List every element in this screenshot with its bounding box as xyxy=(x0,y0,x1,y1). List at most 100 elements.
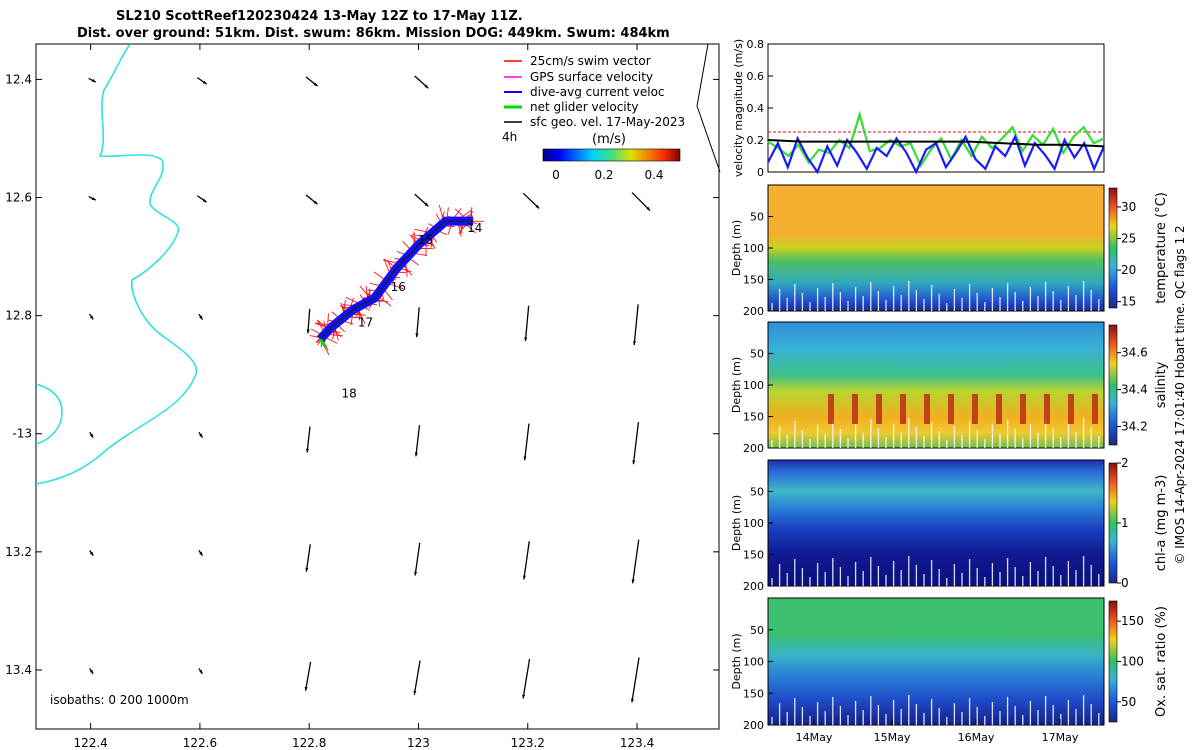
map-ytick-label: 13.2 xyxy=(5,545,32,559)
velocity-ytick-label: 0 xyxy=(757,166,764,179)
colorbar-tick-label: 25 xyxy=(1121,232,1136,246)
section-ylabel: Depth (m) xyxy=(730,220,743,276)
copyright-label: © IMOS 14-Apr-2024 17:01:40 Hobart time.… xyxy=(1173,225,1187,564)
surface-velocity-arrowhead xyxy=(305,448,310,453)
salinity-high-patch xyxy=(1068,394,1074,424)
glider-track xyxy=(309,205,484,356)
map-ytick-label: 13.4 xyxy=(5,663,32,677)
surface-velocity-arrow xyxy=(304,661,312,691)
velocity-ytick-label: 0.8 xyxy=(747,38,765,51)
map-xtick-label: 122.4 xyxy=(73,736,107,750)
speed-colorbar: 0 0.2 0.4 xyxy=(542,148,681,182)
section-field xyxy=(767,321,1105,449)
surface-velocity-arrowhead xyxy=(89,315,94,320)
velocity-frame xyxy=(767,43,1105,173)
section-ytick-label: 50 xyxy=(750,486,764,499)
surface-velocity-arrow xyxy=(523,541,530,580)
surface-velocity-arrowhead xyxy=(306,329,310,334)
colorbar-tick-label: 30 xyxy=(1121,200,1136,214)
map-x-ticks: 122.4 122.6 122.8 123 123.2 123.4 xyxy=(73,44,654,750)
surface-velocity-arrowhead xyxy=(89,433,94,438)
section-ylabel: Depth (m) xyxy=(730,633,743,689)
time-tick-label: 16May xyxy=(958,731,995,744)
section-colorbar xyxy=(1108,462,1118,584)
velocity-ytick-label: 0.6 xyxy=(747,70,765,83)
velocity-series-line xyxy=(767,139,1105,148)
velocity-ylabel: velocity magnitude (m/s) xyxy=(732,39,745,177)
surface-velocity-arrow xyxy=(415,424,421,457)
net-velocity-marker xyxy=(318,338,328,349)
colorbar-label: Ox. sat. ratio (%) xyxy=(1154,606,1169,717)
map-ytick-label: 12.4 xyxy=(5,72,32,86)
section-panel-4: 50 100 150 200 Depth (m) 50 100 150 Ox. sat. rat… xyxy=(730,597,1169,732)
surface-velocity-arrow xyxy=(631,192,651,211)
map-legend: 25cm/s swim vector GPS surface velocity … xyxy=(496,54,686,147)
colorbar-tick-0: 0 xyxy=(552,168,560,182)
chart-title-line2: Dist. over ground: 51km. Dist. swum: 86k… xyxy=(77,26,670,41)
map-ytick-label: 12.6 xyxy=(5,191,32,205)
isobath-label: isobaths: 0 200 1000m xyxy=(50,693,189,707)
surface-velocity-arrow xyxy=(414,542,421,576)
colorbar-tick-label: 50 xyxy=(1121,695,1136,709)
salinity-high-patch xyxy=(948,394,954,424)
surface-velocity-arrow xyxy=(632,421,640,465)
time-tick-label: 17May xyxy=(1042,731,1079,744)
surface-velocity-arrowhead xyxy=(524,337,528,342)
section-panel-3: 50 100 150 200 Depth (m) 0 1 2 chl-a (mg m-3) xyxy=(730,456,1169,593)
time-axis: 14May 15May 16May 17May xyxy=(796,719,1079,744)
surface-velocity-arrowhead xyxy=(199,315,203,320)
surface-velocity-arrow xyxy=(307,308,311,334)
salinity-high-patch xyxy=(1020,394,1026,424)
colorbar-tick-label: 20 xyxy=(1121,263,1136,277)
velocity-series xyxy=(767,110,1106,175)
salinity-high-patch xyxy=(828,394,834,424)
surface-velocity-arrowhead xyxy=(632,460,636,465)
surface-velocity-arrowhead xyxy=(632,341,637,346)
section-ytick-label: 200 xyxy=(743,442,764,455)
surface-velocity-arrowhead xyxy=(313,82,318,87)
colorbar-tick-label: 34.2 xyxy=(1121,420,1148,434)
velocity-panel: 0 0.2 0.4 0.6 0.8 velocity magnitude (m/s) xyxy=(732,38,1106,179)
section-ytick-label: 100 xyxy=(743,517,764,530)
section-ytick-label: 100 xyxy=(743,379,764,392)
time-tick-label: 14May xyxy=(796,731,833,744)
surface-velocity-arrowhead xyxy=(313,200,318,205)
salinity-high-patch xyxy=(852,394,858,424)
section-ytick-label: 150 xyxy=(743,274,764,287)
section-ytick-label: 100 xyxy=(743,242,764,255)
surface-velocity-arrowhead xyxy=(89,551,94,556)
surface-velocity-arrowhead xyxy=(305,567,309,572)
salinity-high-patch xyxy=(996,394,1002,424)
colorbar-label: temperature (°C) xyxy=(1154,192,1169,304)
day-label: 14 xyxy=(467,221,482,235)
surface-velocity-arrowhead xyxy=(202,80,207,85)
colorbar-tick-label: 15 xyxy=(1121,295,1136,309)
surface-velocity-arrow xyxy=(631,657,640,703)
surface-velocity-arrow xyxy=(524,305,530,342)
surface-velocity-arrow xyxy=(306,426,311,453)
colorbar-tick-label: 1 xyxy=(1121,516,1129,530)
salinity-high-patch xyxy=(1092,394,1098,424)
section-colorbar xyxy=(1108,324,1118,446)
legend-gps-label: GPS surface velocity xyxy=(530,70,653,84)
day-label: 15 xyxy=(418,233,433,247)
surface-velocity-arrowhead xyxy=(414,452,418,457)
day-label: 16 xyxy=(391,280,406,294)
colorbar-tick-label: 100 xyxy=(1121,655,1144,669)
surface-velocity-arrow xyxy=(523,423,530,461)
surface-velocity-arrowhead xyxy=(424,202,429,207)
surface-velocity-arrowhead xyxy=(91,78,96,83)
map-xtick-label: 122.6 xyxy=(183,736,217,750)
section-ytick-label: 150 xyxy=(743,549,764,562)
velocity-ytick-label: 0.4 xyxy=(747,102,765,115)
inset-connector xyxy=(696,43,721,173)
surface-velocity-arrowhead xyxy=(199,669,203,674)
velocity-ytick-label: 0.2 xyxy=(747,134,765,147)
colorbar-tick-2: 0.4 xyxy=(644,168,663,182)
surface-velocity-arrowhead xyxy=(199,433,203,438)
colorbar-tick-label: 34.6 xyxy=(1121,346,1148,360)
section-field xyxy=(767,459,1105,587)
section-colorbar xyxy=(1108,187,1118,309)
